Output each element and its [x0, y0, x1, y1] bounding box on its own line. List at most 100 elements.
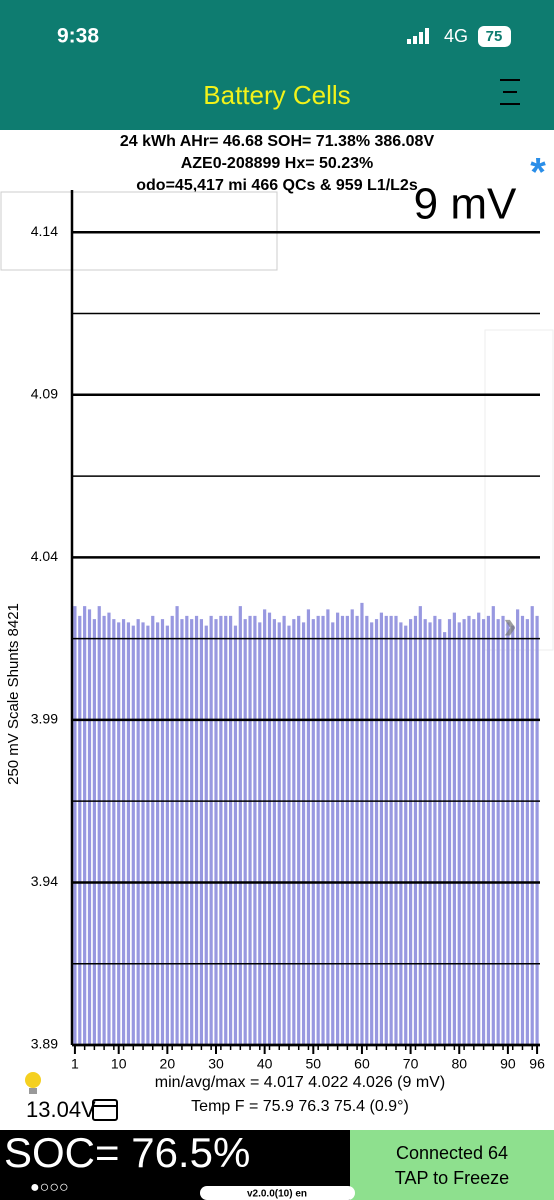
spread-annotation: 9 mV	[414, 180, 517, 229]
bulb-icon	[25, 1072, 41, 1094]
calendar-icon	[92, 1099, 118, 1121]
bar	[209, 615, 213, 1045]
freeze-hint: TAP to Freeze	[395, 1168, 509, 1188]
bar	[233, 625, 238, 1045]
x-tick-label: 10	[111, 1056, 127, 1072]
stats-line: Temp F = 75.9 76.3 75.4 (0.9°)	[191, 1098, 409, 1115]
battery-icon	[478, 26, 511, 47]
bar	[374, 619, 379, 1045]
bar	[301, 622, 306, 1045]
x-tick-label: 40	[257, 1056, 273, 1072]
bar	[272, 619, 276, 1045]
x-tick-label: 50	[306, 1056, 322, 1072]
bar	[389, 615, 393, 1045]
y-tick-label: 4.09	[31, 386, 58, 402]
bar	[394, 615, 398, 1045]
x-tick-label: 1	[71, 1056, 79, 1072]
bar	[160, 619, 165, 1045]
bar	[433, 615, 437, 1045]
bar	[413, 615, 418, 1045]
overlay-box	[0, 191, 278, 271]
bar	[481, 619, 486, 1045]
bar	[185, 615, 189, 1045]
bar	[399, 622, 403, 1045]
x-tick-label: 96	[529, 1056, 545, 1072]
page-dots[interactable]: ●○○○	[30, 1179, 69, 1196]
info-line: 24 kWh AHr= 46.68 SOH= 71.38% 386.08V	[120, 133, 435, 150]
bar	[73, 606, 77, 1045]
y-tick-label: 3.89	[31, 1036, 58, 1052]
soc: SOC= 76.5%	[4, 1129, 250, 1176]
bar	[345, 615, 349, 1045]
info-line: odo=45,417 mi 466 QCs & 959 L1/L2s	[136, 177, 418, 194]
info-line: AZE0-208899 Hx= 50.23%	[181, 155, 374, 172]
menu-button[interactable]	[500, 79, 520, 105]
bar	[194, 615, 199, 1045]
x-tick-label: 70	[403, 1056, 419, 1072]
bar	[180, 619, 184, 1045]
battery-level: 75	[486, 28, 503, 45]
bar	[199, 619, 204, 1045]
bar	[379, 612, 384, 1045]
bar	[87, 609, 92, 1045]
bar	[117, 622, 121, 1045]
bar	[243, 619, 247, 1045]
bar	[452, 612, 456, 1045]
bar	[447, 619, 452, 1045]
bar	[316, 615, 320, 1045]
bar	[525, 619, 529, 1045]
y-axis-label: 250 mV Scale Shunts 8421	[5, 603, 22, 785]
bar	[535, 615, 539, 1045]
bar	[340, 615, 345, 1045]
bar	[321, 615, 325, 1045]
bar	[78, 615, 82, 1045]
page-title: Battery Cells	[203, 80, 350, 110]
settings-star[interactable]: *	[530, 151, 546, 195]
bar	[491, 606, 495, 1045]
bar	[443, 632, 447, 1045]
signal-icon	[407, 28, 429, 44]
bar	[360, 602, 364, 1045]
y-tick-label: 3.94	[31, 873, 58, 889]
next-arrow[interactable]: ›	[503, 604, 516, 648]
x-tick-label: 30	[208, 1056, 224, 1072]
bar	[228, 615, 233, 1045]
bar	[156, 622, 160, 1045]
header-bg	[0, 0, 554, 130]
connection-status: Connected 64	[396, 1143, 508, 1163]
bar	[457, 622, 461, 1045]
bar	[496, 619, 500, 1045]
aux-voltage: 13.04V	[26, 1097, 96, 1122]
bar	[311, 619, 315, 1045]
bar	[107, 612, 111, 1045]
bar	[92, 619, 96, 1045]
bar	[365, 615, 369, 1045]
plot: 3.89 3.94 3.99 4.04 4.09 4.14 1 10 20 30 40 50 60 70 8…	[31, 190, 545, 1072]
bar	[83, 606, 87, 1045]
bar	[486, 615, 491, 1045]
bar	[131, 625, 135, 1045]
bar	[214, 619, 218, 1045]
bar	[355, 615, 359, 1045]
bar	[282, 615, 286, 1045]
bar	[428, 622, 432, 1045]
bar	[151, 615, 155, 1045]
bar	[472, 619, 476, 1045]
bar	[126, 622, 131, 1045]
bar	[467, 615, 471, 1045]
bar	[263, 609, 267, 1045]
bar	[297, 615, 301, 1045]
freeze-button[interactable]	[350, 1130, 554, 1200]
bar	[170, 615, 174, 1045]
version: v2.0.0(10) en	[247, 1189, 307, 1200]
bar	[253, 615, 257, 1045]
y-tick-label: 4.04	[31, 548, 58, 564]
bar	[462, 619, 466, 1045]
bar	[204, 625, 208, 1045]
bar	[350, 609, 354, 1045]
bar	[141, 622, 145, 1045]
bar	[306, 609, 311, 1045]
bar	[190, 619, 194, 1045]
x-tick-label: 20	[160, 1056, 176, 1072]
